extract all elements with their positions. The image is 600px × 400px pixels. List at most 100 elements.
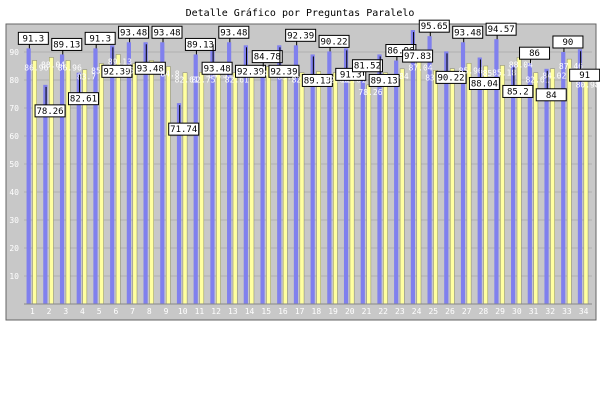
value-label-series-1: 93.48 <box>220 28 247 38</box>
value-label-series-1: 91.3 <box>89 34 111 44</box>
value-label-series-2: 84.02 <box>542 72 566 81</box>
value-label-series-2: 89.13 <box>108 57 132 66</box>
value-label-box <box>151 25 183 39</box>
value-label-series-1: 91.3 <box>340 70 362 80</box>
x-tick-label: 5 <box>97 307 102 316</box>
value-label-box <box>485 22 517 36</box>
x-tick-label: 17 <box>295 307 305 316</box>
x-tick-label: 7 <box>130 307 135 316</box>
x-tick-label: 21 <box>362 307 372 316</box>
bar-series-1 <box>110 45 115 305</box>
bar-series-2 <box>533 72 539 305</box>
value-label-series-2: 82.75 <box>191 75 215 84</box>
bar-series-1 <box>427 36 432 305</box>
value-label-series-1: 86.96 <box>387 47 414 57</box>
value-label-box <box>468 76 500 90</box>
value-label-box <box>184 37 216 51</box>
x-tick-label: 28 <box>479 307 489 316</box>
x-tick-label: 8 <box>147 307 152 316</box>
y-tick-label: 80 <box>9 76 19 85</box>
x-tick-label: 33 <box>562 307 572 316</box>
y-tick-label: 70 <box>9 104 19 113</box>
value-label-series-2: 84.8 <box>160 70 179 79</box>
bar-series-2 <box>216 67 221 305</box>
value-label-series-2: 85.96 <box>459 66 483 75</box>
bar-series-1 <box>210 42 215 304</box>
value-label-series-1: 89.13 <box>371 76 398 86</box>
value-label-series-2: 82.61 <box>225 76 249 85</box>
bar-series-1 <box>43 84 48 304</box>
value-label-series-1: 86 <box>529 49 540 59</box>
bar-series-1 <box>193 54 198 304</box>
bar-series-2 <box>333 72 338 305</box>
value-label-series-1: 94.57 <box>488 25 515 35</box>
value-label-box <box>418 19 450 33</box>
value-label-series-1: 93.48 <box>153 28 180 38</box>
value-label-box <box>318 34 350 48</box>
value-label-series-1: 82.61 <box>70 95 97 105</box>
bar-series-1 <box>494 39 499 304</box>
bar-series-1 <box>93 48 98 304</box>
value-label-box <box>51 37 83 51</box>
y-tick-label: 10 <box>9 272 19 281</box>
value-label-box <box>268 64 300 78</box>
value-label-series-2: 85.18 <box>492 68 516 77</box>
value-label-series-1: 92.39 <box>287 31 314 41</box>
bar-series-2 <box>366 84 372 305</box>
bar-series-1 <box>76 72 81 304</box>
bar-series-1 <box>310 54 315 304</box>
bar-series-2 <box>115 54 121 305</box>
value-label-box <box>435 70 467 84</box>
y-tick-label: 90 <box>9 48 19 57</box>
bar-series-1 <box>160 42 165 304</box>
bar-series-1 <box>394 60 399 305</box>
value-label-series-2: 80.98 <box>576 80 600 89</box>
value-label-series-1: 81.52 <box>354 62 381 72</box>
value-label-series-2: 87.46 <box>559 62 583 71</box>
value-label-series-1: 85.2 <box>507 87 529 97</box>
value-label-series-1: 88.04 <box>471 79 498 89</box>
y-tick-label: 20 <box>9 244 19 253</box>
bar-series-1 <box>277 45 282 305</box>
x-tick-label: 6 <box>113 307 118 316</box>
bar-series-1 <box>377 54 382 304</box>
value-label-series-1: 91.3 <box>23 34 45 44</box>
value-label-box <box>301 73 333 87</box>
bar-series-2 <box>316 71 322 305</box>
value-label-series-1: 84 <box>546 91 557 101</box>
x-tick-label: 3 <box>63 307 68 316</box>
bar-series-2 <box>282 69 288 305</box>
bar-series-1 <box>327 51 332 304</box>
bar-series-2 <box>383 72 388 305</box>
x-tick-label: 20 <box>345 307 355 316</box>
bar-series-1 <box>260 66 265 304</box>
bar-series-1 <box>360 75 365 304</box>
bar-series-2 <box>449 68 455 305</box>
x-tick-label: 27 <box>462 307 472 316</box>
y-tick-label: 60 <box>9 132 19 141</box>
bar-series-2 <box>483 65 489 305</box>
value-label-box <box>251 50 283 64</box>
bar-series-2 <box>165 66 171 305</box>
value-label-series-2: 88.04 <box>41 60 65 69</box>
bar-series-2 <box>466 63 472 305</box>
value-label-box <box>218 25 250 39</box>
value-label-box <box>67 92 99 106</box>
x-tick-label: 16 <box>278 307 288 316</box>
value-label-series-1: 78.26 <box>37 107 64 117</box>
value-label-series-1: 97.83 <box>404 52 431 62</box>
bar-series-2 <box>232 72 238 305</box>
bar-series-2 <box>500 65 505 305</box>
value-label-series-2: 84 <box>399 72 409 81</box>
value-label-box <box>17 31 49 45</box>
value-label-box <box>84 31 116 45</box>
value-label-series-2: 85 <box>483 69 493 78</box>
bar-series-2 <box>399 68 405 305</box>
bar-series-2 <box>199 72 205 305</box>
value-label-series-1: 93.48 <box>454 28 481 38</box>
bar-series-2 <box>583 77 589 305</box>
bar-series-2 <box>182 72 188 305</box>
value-label-series-1: 92.39 <box>270 67 297 77</box>
